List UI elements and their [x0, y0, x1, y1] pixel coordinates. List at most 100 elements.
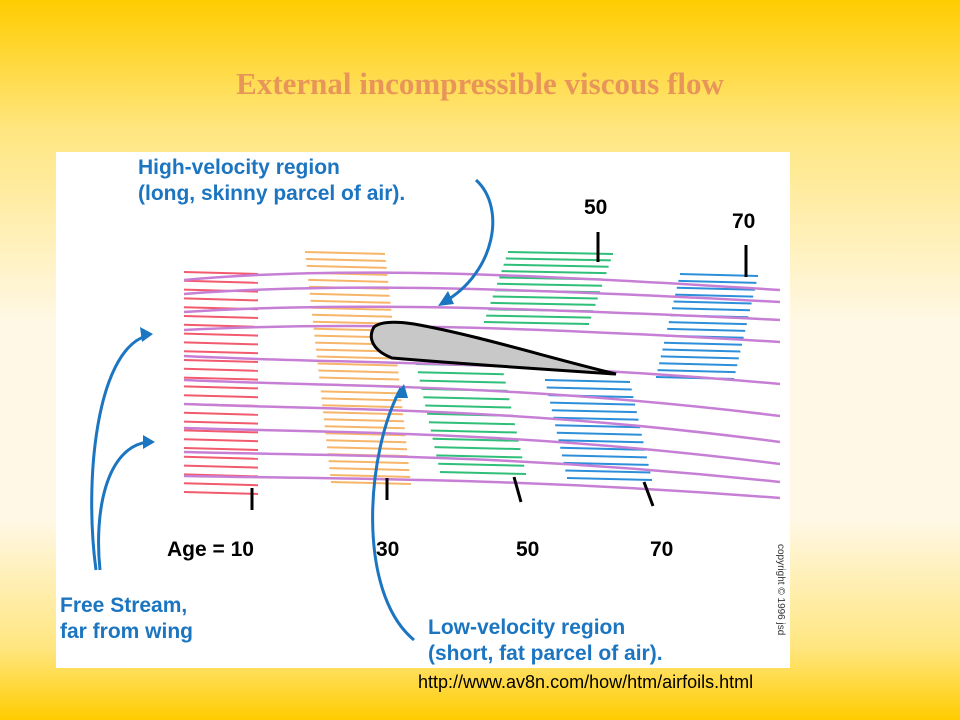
parcel-line — [183, 482, 259, 487]
parcel-line — [503, 263, 609, 268]
parcel-line — [183, 411, 259, 416]
airfoil-wing — [369, 320, 617, 376]
curved-arrow-icon — [443, 178, 495, 304]
parcel-line — [320, 390, 401, 395]
parcel-line — [183, 279, 259, 284]
streamline — [183, 324, 781, 344]
parcel-line — [428, 421, 515, 426]
parcel-line — [306, 264, 387, 269]
streamline — [183, 354, 781, 386]
streamline — [183, 378, 781, 418]
parcel-line — [183, 332, 259, 337]
low-velocity-label-line1: Low-velocity region — [428, 616, 625, 639]
parcel-line — [507, 251, 614, 255]
streamline — [183, 426, 781, 466]
parcel-line — [325, 432, 406, 437]
parcel-line — [434, 446, 521, 451]
parcel-line — [417, 371, 504, 376]
parcel-line — [183, 447, 259, 451]
parcel-line — [436, 454, 523, 459]
parcel-line — [419, 379, 506, 384]
curved-arrow-icon — [140, 327, 153, 342]
parcel-line — [668, 321, 747, 326]
free-stream-label-line2: far from wing — [60, 620, 193, 643]
parcel-line — [183, 491, 259, 495]
age-tick-marks — [250, 232, 748, 510]
parcel-line — [558, 439, 644, 444]
parcel-line — [183, 350, 259, 355]
source-url[interactable]: http://www.av8n.com/how/htm/airfoils.htm… — [418, 672, 754, 692]
parcel-line — [492, 295, 598, 300]
annotation-arrows — [90, 178, 495, 642]
airfoil-flow-diagram: High-velocity region (long, skinny parce… — [56, 152, 790, 668]
parcel-line — [560, 446, 646, 451]
age-label-30: 30 — [376, 538, 399, 561]
parcel-line — [304, 251, 386, 255]
parcel-line — [305, 258, 386, 262]
parcel-line — [321, 397, 402, 402]
parcel-line — [501, 270, 607, 275]
curved-arrow-icon — [394, 384, 408, 398]
parcel-line — [556, 431, 642, 436]
parcel-line — [671, 307, 751, 312]
parcel-line — [183, 420, 259, 425]
parcel-line — [322, 404, 403, 409]
parcel-line — [662, 348, 741, 353]
curved-arrow-icon — [90, 334, 147, 571]
age-label-70: 70 — [650, 538, 673, 561]
parcel-line — [550, 401, 636, 406]
low-velocity-label-line2: (short, fat parcel of air). — [428, 642, 663, 665]
parcel-line — [553, 416, 639, 421]
parcel-line — [551, 409, 637, 414]
parcel-line — [439, 471, 527, 475]
parcel-line — [659, 362, 738, 367]
parcel-line — [483, 321, 590, 325]
parcel-line — [318, 369, 399, 374]
parcel-line — [563, 461, 649, 466]
parcel-line — [561, 454, 647, 459]
streamlines — [183, 271, 781, 500]
streamline — [183, 286, 781, 304]
parcel-line — [505, 257, 611, 262]
curved-arrow-icon — [143, 435, 155, 449]
parcel-line — [309, 292, 390, 297]
parcel-line — [490, 301, 596, 306]
curved-arrow-icon — [97, 440, 149, 571]
parcel-line — [546, 386, 632, 391]
high-velocity-label-line2: (long, skinny parcel of air). — [138, 182, 405, 205]
parcel-line — [673, 300, 752, 305]
age-label-50: 50 — [516, 538, 539, 561]
parcel-line — [324, 425, 405, 430]
parcel-line — [183, 297, 259, 302]
parcel-line — [430, 429, 517, 434]
free-stream-label-line1: Free Stream, — [60, 594, 187, 617]
parcel-line — [312, 313, 393, 318]
parcel-line — [183, 455, 259, 460]
streamline — [183, 271, 781, 292]
parcel-line — [183, 429, 259, 434]
parcel-line — [555, 424, 641, 429]
parcel-line — [328, 460, 409, 465]
parcel-line — [565, 469, 651, 474]
parcel-line — [667, 327, 746, 332]
parcel-line — [657, 369, 736, 374]
streamline — [183, 450, 781, 484]
parcel-line — [183, 271, 259, 275]
slide-title: External incompressible viscous flow — [236, 66, 724, 101]
copyright-notice: copyright © 1996 jsd — [775, 544, 786, 635]
parcel-line — [183, 385, 259, 390]
parcel-line — [319, 376, 400, 381]
parcel-line — [330, 474, 411, 478]
parcel-line — [183, 367, 259, 372]
parcel-line — [316, 355, 397, 360]
streamline — [183, 305, 781, 322]
parcel-line — [330, 481, 412, 485]
parcel-line — [308, 278, 389, 283]
parcel-line — [432, 437, 519, 442]
parcel-line — [425, 404, 512, 409]
streamline — [183, 474, 781, 500]
parcel-line — [183, 359, 259, 363]
parcel-line — [663, 341, 743, 346]
parcel-line — [310, 299, 391, 304]
parcel-line — [423, 396, 510, 401]
